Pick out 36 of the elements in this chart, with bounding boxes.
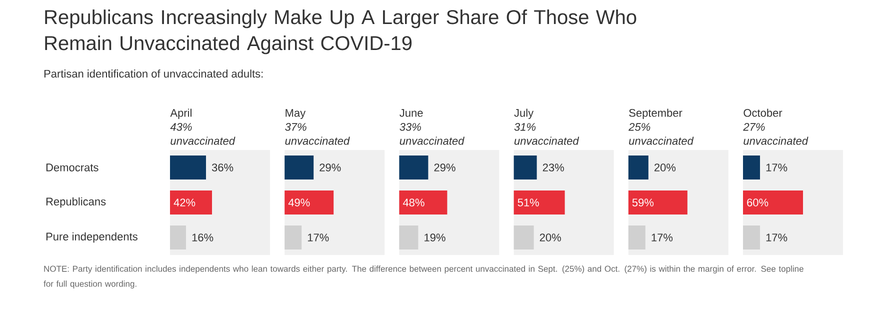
chart-title: September xyxy=(629,108,682,119)
data-label: 17% xyxy=(308,234,329,242)
y-tick-label: Pure independents xyxy=(46,232,138,243)
chart-subtitle: 27% unvaccinated xyxy=(743,123,808,145)
data-label: 23% xyxy=(542,164,564,172)
data-label: 29% xyxy=(320,164,341,172)
y-tick-label: Democrats xyxy=(46,164,98,172)
y-tick-label: Republicans xyxy=(46,197,106,208)
data-label: 49% xyxy=(288,198,310,206)
data-label: 42% xyxy=(174,198,196,206)
chart-title: April xyxy=(170,108,192,119)
chart-title: October xyxy=(744,108,782,117)
data-label: 17% xyxy=(766,164,788,172)
text: Partisan identification of unvaccinated adults: xyxy=(44,70,263,78)
data-label: 48% xyxy=(402,198,424,206)
data-label: 16% xyxy=(192,234,214,242)
data-label: 17% xyxy=(766,234,788,242)
text: Republicans Increasingly Make Up A Larger Share Of Those Who Remain Unvaccinated Against COVID-19 xyxy=(45,10,636,54)
data-label: 51% xyxy=(518,198,539,206)
data-label: 19% xyxy=(424,234,446,242)
data-label: 36% xyxy=(212,164,234,172)
data-label: 29% xyxy=(434,164,456,172)
chart-subtitle: 43% unvaccinated xyxy=(170,123,236,145)
text: NOTE: Party identification includes independents who lean towards either party. The difference between percent unvaccinated in Sept. (25%) and Oct. (27%) is within the margin of error. See topline for full question wording. xyxy=(44,266,804,288)
chart-title: June xyxy=(400,109,423,117)
data-label: 20% xyxy=(654,164,676,172)
chart-subtitle: 25% unvaccinated xyxy=(628,123,694,145)
chart-subtitle: 31% unvaccinated xyxy=(514,123,580,145)
data-label: 20% xyxy=(540,234,561,242)
chart-title: May xyxy=(286,109,306,119)
data-label: 59% xyxy=(632,198,654,206)
data-label: 17% xyxy=(652,234,673,242)
chart-title: July xyxy=(514,108,534,119)
chart-subtitle: 33% unvaccinated xyxy=(400,123,464,145)
chart-subtitle: 37% unvaccinated xyxy=(285,123,350,145)
data-label: 60% xyxy=(747,198,768,206)
